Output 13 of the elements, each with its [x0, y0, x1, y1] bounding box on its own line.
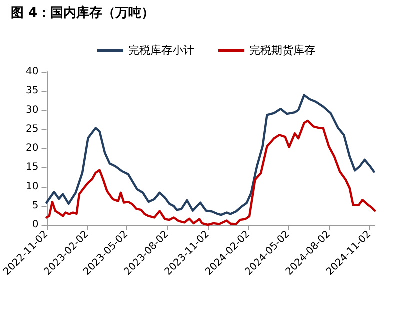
y-tick-label: 30 — [26, 104, 39, 116]
line-series — [46, 94, 376, 216]
y-tick-label: 25 — [26, 124, 39, 135]
y-tick-label: 40 — [26, 66, 39, 78]
y-tick-label: 10 — [26, 181, 39, 192]
y-tick-label: 0 — [32, 220, 39, 230]
y-tick-label: 15 — [26, 162, 39, 174]
y-tick-label: 5 — [32, 200, 39, 212]
chart-title: 图 4：国内库存（万吨） — [11, 5, 155, 21]
legend-label: 完税期货库存 — [250, 44, 316, 57]
y-tick-label: 20 — [26, 143, 39, 154]
legend-label: 完税库存小计 — [128, 44, 194, 57]
y-tick-label: 35 — [26, 86, 39, 97]
